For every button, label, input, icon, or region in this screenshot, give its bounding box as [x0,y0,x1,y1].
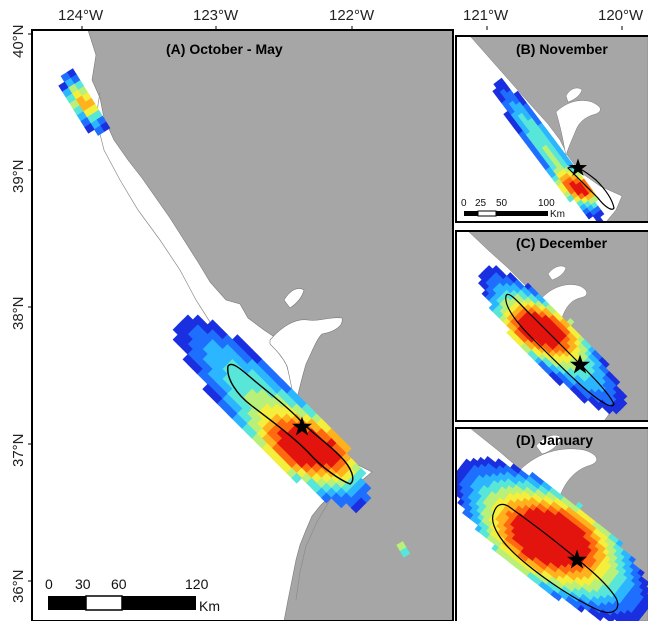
scale-bar-inset: 0 25 50 100 Km [461,198,565,220]
panel-c-frame [455,230,648,422]
sf-bay [555,100,601,157]
scale-unit: Km [550,209,565,220]
lat-tick-label: 39°N [10,159,27,193]
density-cell [350,502,362,514]
longitude-axis: 124°W 123°W 122°W 121°W 120°W [58,7,644,30]
scale-bar-main: 0 30 60 120 Km [45,576,220,614]
density-cell [595,216,604,222]
panel-b-map: 0 25 50 100 Km [456,36,648,222]
panel-c-map [456,231,648,421]
contour-january [492,503,619,613]
scale-label: 0 [461,198,467,209]
lon-tick-label: 120°W [598,7,644,24]
density-cell [291,472,303,484]
bay-north [535,435,563,455]
bay-north [547,265,567,281]
density-cell [631,615,640,621]
scale-label: 50 [496,198,508,209]
panel-a-frame [31,29,454,621]
lat-tick-label: 36°N [10,569,27,603]
lon-tick-label: 124°W [58,7,104,24]
panel-b-frame [455,35,648,223]
density-cell [93,125,105,136]
lat-tick-label: 38°N [10,296,27,330]
lon-tick-label: 121°W [463,7,509,24]
scale-label: 120 [185,576,209,592]
scale-label: 0 [45,576,53,592]
scale-label: 100 [538,198,555,209]
bay-north [283,288,305,309]
density-grid-january [456,455,648,621]
density-cell [554,593,563,602]
density-cell [577,604,586,613]
scale-label: 30 [75,576,91,592]
scale-label: 25 [475,198,487,209]
density-cell [596,613,604,621]
lon-tick-label: 122°W [329,7,375,24]
contour-december [505,293,615,407]
latitude-axis: 40°N 39°N 38°N 37°N 36°N [10,24,32,603]
scale-label: 60 [111,576,127,592]
lon-tick-label: 123°W [193,7,239,24]
density-cell [617,617,626,621]
panel-d-frame [455,427,648,621]
scale-unit: Km [199,598,220,614]
land-mass [469,36,648,222]
panel-d-map [456,428,648,621]
sf-bay [269,317,343,406]
density-cell [84,123,95,134]
density-cell [607,615,615,621]
lat-tick-label: 40°N [10,24,27,58]
bay-north [565,87,583,103]
panel-a-title: (A) October - May [166,41,283,57]
lat-tick-label: 37°N [10,433,27,467]
contour-main [227,363,354,485]
panel-c-title: (C) December [516,235,608,251]
contour-november [566,166,615,210]
density-cell [321,492,332,504]
panel-a-map [32,30,453,621]
density-grid-november [492,77,605,222]
density-cell [566,194,575,203]
density-cell [585,211,594,220]
panel-b-title: (B) November [516,41,608,57]
density-cell [399,547,411,558]
panel-d-title: (D) January [516,432,593,448]
density-cell [335,497,347,509]
